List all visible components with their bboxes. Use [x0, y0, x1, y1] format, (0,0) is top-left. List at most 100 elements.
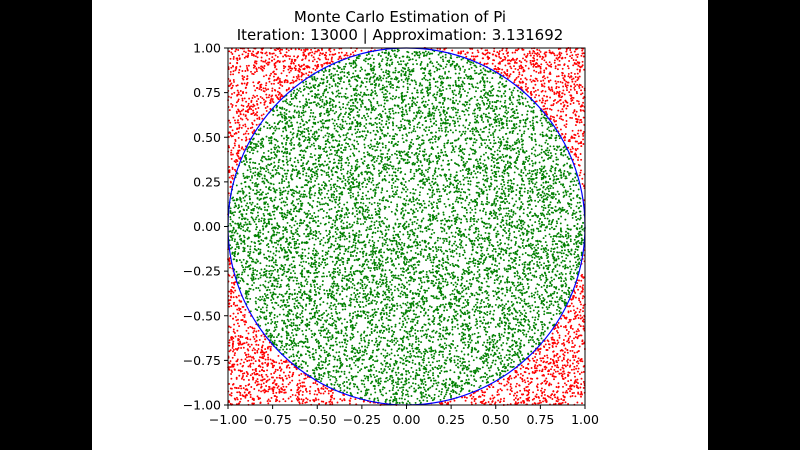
- point-outside: [319, 52, 322, 55]
- point-inside: [443, 366, 446, 369]
- point-inside: [404, 318, 407, 321]
- point-inside: [341, 274, 344, 277]
- point-inside: [254, 147, 257, 149]
- point-inside: [496, 349, 499, 352]
- point-inside: [482, 357, 485, 360]
- point-inside: [468, 124, 471, 127]
- point-outside: [309, 51, 312, 54]
- point-inside: [350, 174, 353, 177]
- point-inside: [407, 225, 410, 228]
- point-inside: [545, 306, 548, 309]
- point-inside: [515, 126, 518, 129]
- point-inside: [572, 277, 575, 280]
- point-inside: [483, 184, 486, 187]
- point-inside: [487, 147, 490, 150]
- point-outside: [241, 97, 244, 100]
- point-inside: [389, 239, 392, 242]
- point-outside: [566, 360, 569, 362]
- point-inside: [366, 112, 369, 115]
- point-outside: [538, 352, 541, 355]
- point-outside: [272, 392, 275, 395]
- point-inside: [424, 291, 427, 294]
- point-inside: [408, 107, 411, 110]
- point-inside: [549, 145, 552, 148]
- point-inside: [500, 201, 503, 204]
- point-inside: [339, 112, 342, 115]
- point-inside: [277, 165, 280, 168]
- point-outside: [255, 60, 258, 63]
- point-inside: [435, 250, 438, 253]
- point-inside: [284, 213, 287, 216]
- point-inside: [259, 284, 262, 287]
- point-inside: [486, 119, 489, 122]
- point-inside: [409, 375, 412, 378]
- point-inside: [335, 369, 338, 372]
- point-inside: [417, 121, 420, 124]
- point-outside: [276, 386, 279, 389]
- point-inside: [249, 187, 252, 190]
- point-inside: [432, 201, 435, 204]
- point-inside: [456, 163, 459, 166]
- point-inside: [413, 220, 416, 223]
- point-inside: [410, 366, 413, 369]
- point-outside: [557, 86, 560, 89]
- point-inside: [399, 292, 402, 295]
- point-inside: [254, 205, 256, 208]
- point-inside: [481, 366, 484, 369]
- point-inside: [384, 168, 387, 171]
- point-inside: [567, 234, 570, 237]
- point-inside: [454, 145, 457, 148]
- point-inside: [514, 309, 517, 312]
- point-outside: [577, 129, 580, 132]
- point-inside: [303, 232, 306, 235]
- point-inside: [487, 294, 490, 297]
- point-inside: [259, 272, 261, 275]
- point-inside: [315, 79, 317, 82]
- point-inside: [395, 402, 398, 404]
- point-outside: [237, 387, 240, 390]
- point-inside: [496, 254, 499, 257]
- point-inside: [515, 139, 518, 142]
- point-inside: [534, 140, 537, 143]
- point-inside: [556, 308, 558, 311]
- point-inside: [555, 175, 558, 178]
- point-inside: [259, 276, 262, 279]
- point-inside: [318, 347, 321, 350]
- point-inside: [256, 211, 259, 214]
- point-inside: [281, 340, 284, 343]
- point-inside: [348, 122, 351, 125]
- point-inside: [544, 288, 547, 291]
- point-inside: [440, 226, 442, 229]
- point-inside: [349, 117, 351, 120]
- point-outside: [299, 382, 302, 385]
- point-inside: [511, 103, 514, 106]
- point-inside: [418, 51, 421, 53]
- point-inside: [386, 90, 389, 93]
- point-inside: [429, 259, 432, 262]
- point-inside: [463, 70, 466, 73]
- point-inside: [265, 167, 268, 170]
- point-outside: [550, 63, 553, 66]
- point-outside: [281, 48, 284, 51]
- point-inside: [441, 388, 444, 391]
- point-inside: [385, 392, 388, 395]
- point-inside: [265, 193, 268, 196]
- point-outside: [558, 336, 561, 339]
- point-inside: [312, 199, 315, 202]
- point-outside: [241, 77, 244, 80]
- point-inside: [376, 397, 379, 400]
- point-inside: [418, 194, 421, 197]
- point-outside: [275, 396, 278, 398]
- point-outside: [580, 93, 582, 96]
- point-outside: [465, 55, 468, 58]
- point-inside: [349, 271, 352, 273]
- point-inside: [283, 107, 286, 110]
- point-inside: [513, 340, 516, 342]
- point-inside: [265, 165, 268, 168]
- point-inside: [474, 118, 477, 121]
- point-outside: [555, 101, 558, 104]
- point-inside: [294, 292, 296, 295]
- point-inside: [566, 237, 568, 240]
- point-inside: [386, 298, 389, 301]
- point-outside: [573, 337, 575, 340]
